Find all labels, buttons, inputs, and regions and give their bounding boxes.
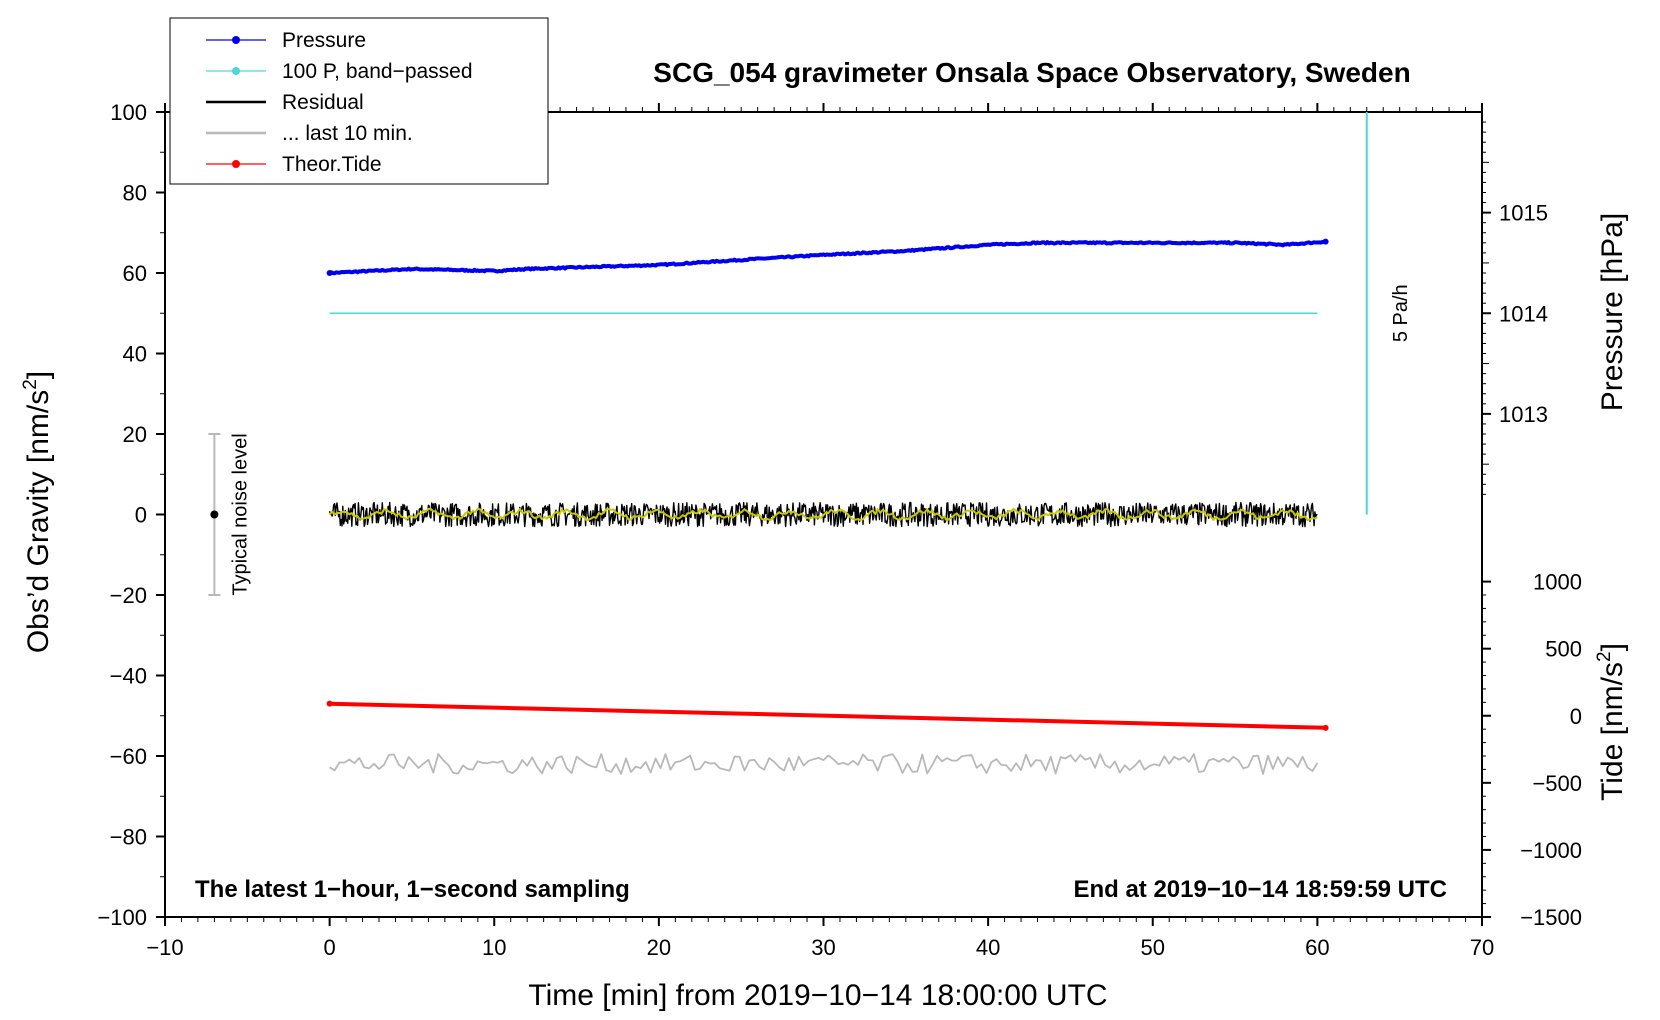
noise-bar-center (210, 510, 219, 519)
pressure-tick-label: 1013 (1499, 402, 1548, 427)
x-tick-label: 0 (324, 935, 336, 960)
annotations: Typical noise level 5 Pa/h (208, 112, 1412, 596)
y-tick-label: −100 (97, 905, 147, 930)
pressure-end-point (1322, 238, 1329, 245)
y-tick-label: −40 (110, 664, 147, 689)
legend-label: 100 P, band−passed (282, 60, 473, 83)
legend-label: ... last 10 min. (282, 122, 413, 145)
pressure-start-point (326, 270, 333, 276)
series-residual (328, 501, 1318, 528)
pressure-tick-label: 1015 (1499, 201, 1548, 226)
legend: Pressure 100 P, band−passed Residual ... la… (169, 17, 549, 185)
sampling-note: The latest 1−hour, 1−second sampling (195, 876, 630, 903)
tide-tick-label: −1000 (1520, 838, 1582, 863)
x-tick-label: 30 (811, 935, 835, 960)
x-tick-label: 50 (1141, 935, 1165, 960)
x-tick-label: 10 (482, 935, 506, 960)
series-theor-tide (329, 701, 1326, 730)
y-tick-label: −60 (110, 744, 147, 769)
tide-tick-label: 1000 (1533, 570, 1582, 595)
pressure-rate-label: 5 Pa/h (1390, 284, 1412, 342)
legend-label: Theor.Tide (282, 153, 382, 176)
series-pressure (328, 239, 1325, 276)
x-tick-label: −10 (146, 935, 183, 960)
tide-end-point (1322, 724, 1329, 731)
x-tick-label: 20 (647, 935, 671, 960)
pressure-axis-title: Pressure [hPa] (1596, 213, 1629, 411)
x-axis-title: Time [min] from 2019−10−14 18:00:00 UTC (528, 979, 1107, 1012)
y-tick-label: 60 (123, 261, 147, 286)
y-tick-label: 100 (110, 100, 147, 125)
y-axis-left-title-main: Obs’d Gravity [nm/s (22, 390, 55, 653)
tide-axis-title-main: Tide [nm/s (1596, 662, 1629, 801)
legend-marker (232, 36, 240, 44)
y-axis-left-title: Obs’d Gravity [nm/s2] (20, 371, 55, 653)
tide-axis-title: Tide [nm/s2] (1594, 643, 1629, 801)
legend-label: Residual (282, 91, 364, 114)
chart-title: SCG_054 gravimeter Onsala Space Observat… (653, 57, 1410, 88)
tide-start-point (326, 700, 333, 707)
plot-frame (164, 111, 1483, 918)
tide-tick-label: 0 (1570, 704, 1582, 729)
tide-tick-label: −500 (1532, 771, 1582, 796)
y-tick-label: −80 (110, 825, 147, 850)
series-last-10-min (329, 753, 1319, 775)
y-tick-label: 20 (123, 422, 147, 447)
x-tick-label: 60 (1305, 935, 1329, 960)
tide-axis-title-sup: 2 (1594, 651, 1615, 662)
legend-label: Pressure (282, 29, 366, 52)
data-series (326, 238, 1329, 775)
end-time-note: End at 2019−10−14 18:59:59 UTC (1073, 876, 1447, 903)
axis-ticks: −10 0 10 20 30 40 50 60 70−100−80−60−40−20020406… (97, 100, 1582, 960)
y-tick-label: 0 (135, 503, 147, 528)
tide-axis-title-tail: ] (1596, 643, 1629, 651)
legend-marker (232, 160, 240, 168)
plot-area (164, 111, 1483, 918)
y-tick-label: −20 (110, 583, 147, 608)
y-tick-label: 80 (123, 181, 147, 206)
x-tick-label: 40 (976, 935, 1000, 960)
x-tick-label: 70 (1470, 935, 1494, 960)
legend-marker (232, 67, 240, 75)
tide-tick-label: −1500 (1520, 905, 1582, 930)
y-tick-label: 40 (123, 342, 147, 367)
pressure-tick-label: 1014 (1499, 301, 1548, 326)
y-axis-left-title-sup: 2 (20, 379, 41, 390)
tide-tick-label: 500 (1545, 637, 1582, 662)
noise-level-label: Typical noise level (229, 433, 251, 595)
series-residual-smoothed (328, 507, 1318, 522)
y-axis-left-title-tail: ] (22, 371, 55, 379)
